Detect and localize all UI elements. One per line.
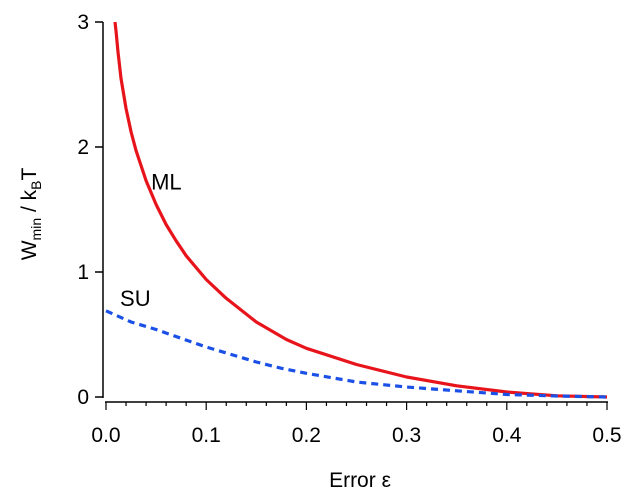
- series-line-su: [105, 309, 608, 399]
- x-tick-label: 0.3: [392, 424, 421, 447]
- y-tick-label: 3: [77, 11, 89, 34]
- y-tick-label: 2: [77, 136, 89, 159]
- y-axis-title-sub: min: [28, 218, 44, 241]
- series-line-ml: [113, 21, 608, 399]
- x-tick-label: 0.2: [292, 424, 321, 447]
- y-tick-label: 0: [77, 386, 89, 409]
- y-axis-title-mid: / k: [18, 189, 41, 218]
- y-axis-title-end: T: [18, 168, 41, 181]
- y-axis-title: Wmin / kBT: [18, 168, 44, 261]
- x-tick-label: 0.0: [91, 424, 120, 447]
- x-tick-label: 0.5: [592, 424, 621, 447]
- x-tick-label: 0.1: [192, 424, 221, 447]
- y-axis-title-sub2: B: [28, 181, 44, 190]
- series-group: [105, 21, 608, 399]
- x-axis-title: Error ε: [329, 469, 391, 491]
- x-tick-label: 0.4: [492, 424, 522, 447]
- axes: 0 1 2 3 0.0 0.1 0.2 0.3 0.4 0.5: [77, 11, 621, 447]
- y-tick-label: 1: [77, 261, 89, 284]
- y-axis-title-main: W: [18, 240, 41, 260]
- annotations: ML SU: [120, 170, 182, 311]
- annotation-ml: ML: [151, 170, 182, 195]
- annotation-su: SU: [120, 286, 151, 311]
